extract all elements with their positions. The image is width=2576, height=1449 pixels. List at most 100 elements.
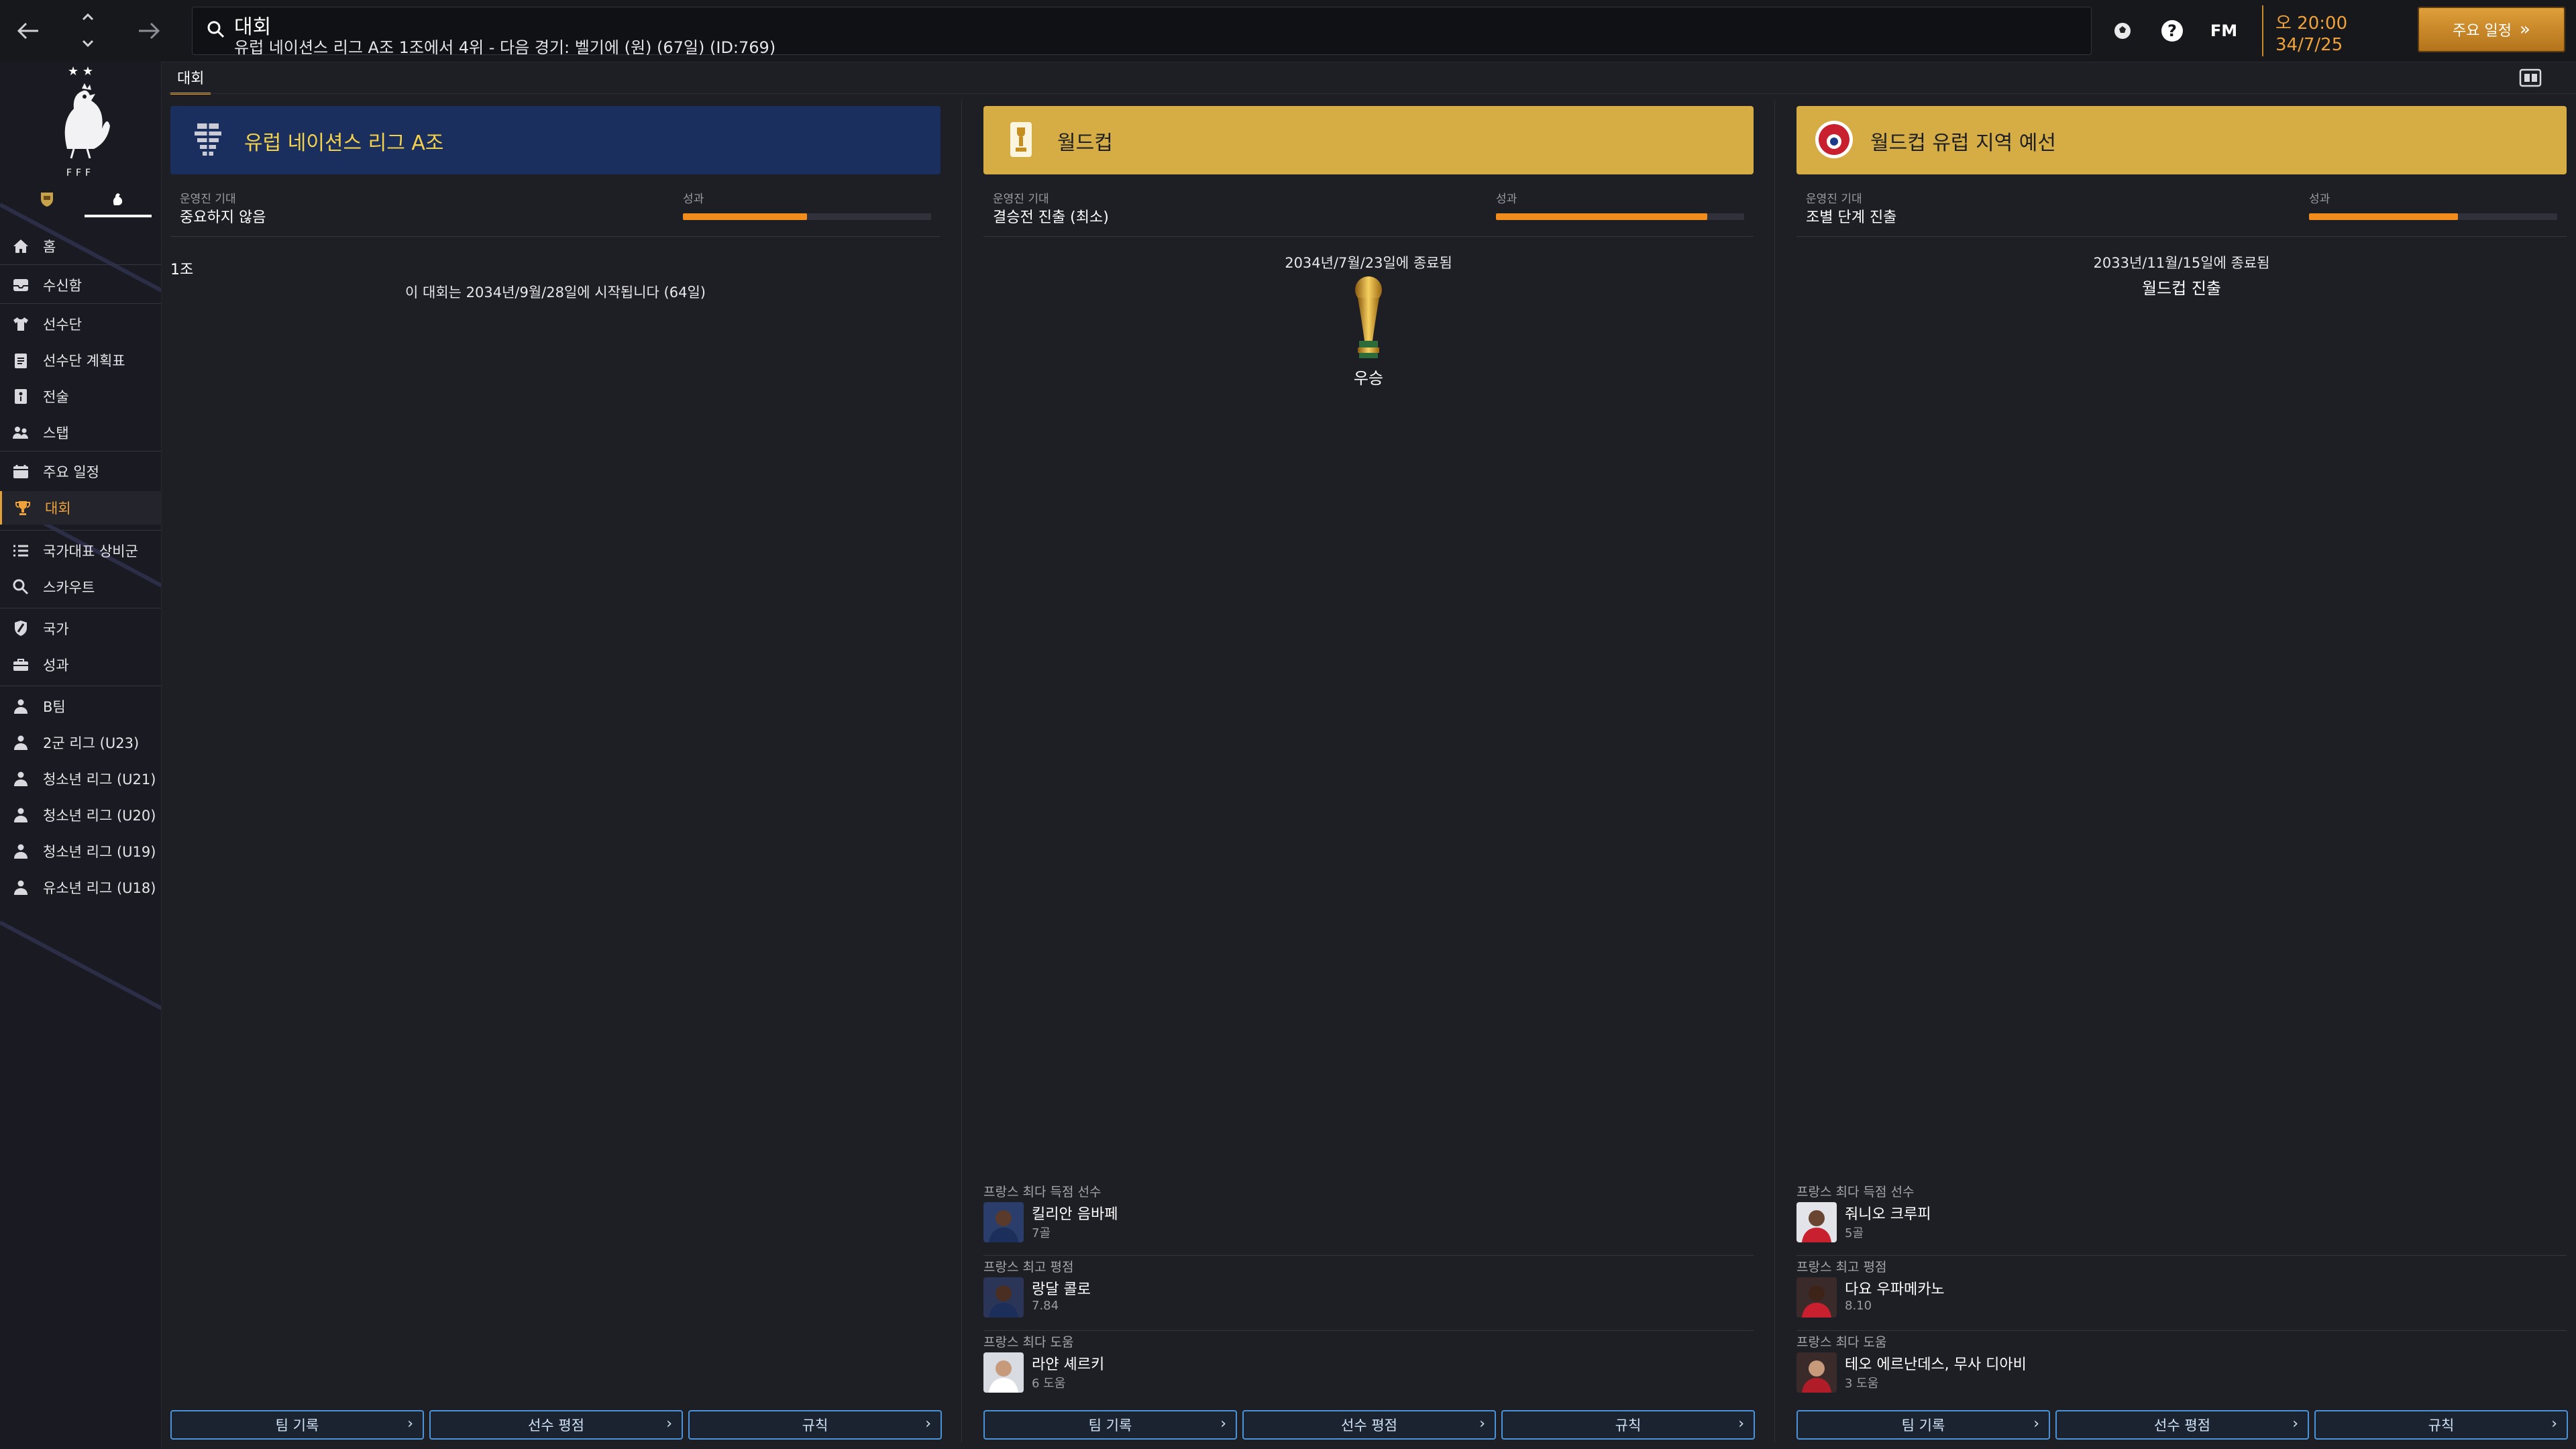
team-icon [11,841,31,861]
sidebar-item-label: 청소년 리그 (U21) [43,771,156,788]
player-name[interactable]: 테오 에르난데스, 무사 디아비 [1845,1356,2027,1373]
continue-button[interactable]: 주요 일정 » [2418,7,2565,52]
top-assists-block[interactable]: 프랑스 최다 도움 라얀 셰르키 6 도움 [983,1332,1754,1406]
top-rating-block[interactable]: 프랑스 최고 평점 다요 우파메카노 8.10 [1796,1257,2567,1331]
button-label: 팀 기록 [275,1417,319,1434]
sidebar-item-label: 국가 [43,621,69,637]
team-records-button[interactable]: 팀 기록 › [1796,1410,2050,1440]
sidebar-item-national-pool[interactable]: 국가대표 상비군 [0,534,161,568]
time-label: 오 20:00 [2275,13,2348,34]
ball-icon [2114,23,2131,39]
stat-value: 7.84 [1032,1299,1059,1313]
top-rating-block[interactable]: 프랑스 최고 평점 랑달 콜로 7.84 [983,1257,1754,1331]
briefcase-icon [11,655,31,675]
sidebar-item-tactics[interactable]: 전술 [0,380,161,413]
rules-button[interactable]: 규칙 › [688,1410,942,1440]
sidebar-item-b-team[interactable]: B팀 [0,690,161,723]
sidebar-item-u19[interactable]: 청소년 리그 (U19) [0,835,161,868]
scout-icon [11,577,31,597]
team-icon [11,805,31,825]
stat-title: 프랑스 최다 득점 선수 [1796,1185,1915,1199]
top-assists-block[interactable]: 프랑스 최다 도움 테오 에르난데스, 무사 디아비 3 도움 [1796,1332,2567,1406]
player-name[interactable]: 줘니오 크루피 [1845,1206,1931,1223]
player-ratings-button[interactable]: 선수 평점 › [2055,1410,2309,1440]
chevron-right-icon: › [1738,1415,1744,1432]
end-date-text: 2034년/7월/23일에 종료됨 [1285,255,1452,271]
player-name[interactable]: 킬리안 음바페 [1032,1206,1118,1223]
view-mode-icon[interactable] [2518,67,2542,89]
fm-menu-button[interactable]: FM [2210,21,2238,40]
back-button[interactable] [13,17,43,44]
ball-button[interactable] [2109,17,2136,44]
sidebar-item-staff[interactable]: 스탭 [0,416,161,449]
player-name[interactable]: 라얀 셰르키 [1032,1356,1105,1373]
sidebar-item-label: 선수단 계획표 [43,353,125,369]
player-name[interactable]: 랑달 콜로 [1032,1281,1091,1298]
competition-header[interactable]: 유럽 네이션스 리그 A조 [170,106,941,174]
sidebar-item-u20[interactable]: 청소년 리그 (U20) [0,798,161,832]
top-bar: 대회 유럽 네이션스 리그 A조 1조에서 4위 - 다음 경기: 벨기에 (원… [0,0,2576,62]
button-label: 선수 평점 [2154,1417,2210,1434]
button-label: 규칙 [802,1417,828,1434]
sidebar-item-inbox[interactable]: 수신함 [0,268,161,302]
top-scorer-block[interactable]: 프랑스 최다 득점 선수 킬리안 음바페 7골 [983,1182,1754,1256]
team-icon [11,769,31,789]
top-scorer-block[interactable]: 프랑스 최다 득점 선수 줘니오 크루피 5골 [1796,1182,2567,1256]
staff-icon [11,423,31,443]
sidebar-item-schedule[interactable]: 주요 일정 [0,455,161,488]
competition-header[interactable]: 월드컵 [983,106,1754,174]
history-up-button[interactable] [79,8,97,25]
stat-value: 7골 [1032,1226,1051,1240]
performance-label: 성과 [1496,193,1517,206]
sidebar-item-u21[interactable]: 청소년 리그 (U21) [0,762,161,796]
chevron-right-icon: › [1479,1415,1485,1432]
expectation-label: 운영진 기대 [1806,193,1862,206]
performance-bar [2309,213,2557,220]
sidebar-item-squad[interactable]: 선수단 [0,307,161,341]
sidebar-item-nation[interactable]: 국가 [0,612,161,645]
sidebar-item-squad-planner[interactable]: 선수단 계획표 [0,343,161,377]
tab-divider [168,93,2576,94]
tab-competitions[interactable]: 대회 [170,66,211,95]
stat-title: 프랑스 최고 평점 [983,1260,1074,1275]
stat-divider [1796,1330,2567,1331]
shield-icon [11,619,31,639]
team-records-button[interactable]: 팀 기록 › [983,1410,1237,1440]
continue-label: 주요 일정 [2453,23,2512,40]
forward-button[interactable] [134,17,164,44]
sidebar-item-label: 주요 일정 [43,464,99,480]
search-subtitle: 유럽 네이션스 리그 A조 1조에서 4위 - 다음 경기: 벨기에 (원) (… [234,38,776,57]
rooster-icon [113,193,123,205]
date-label: 34/7/25 [2275,35,2343,55]
search-bar[interactable]: 대회 유럽 네이션스 리그 A조 1조에서 4위 - 다음 경기: 벨기에 (원… [192,7,2092,57]
national-team-tab[interactable] [85,184,152,217]
club-tab[interactable] [13,184,80,215]
panel-divider [961,101,962,1442]
sidebar-item-home[interactable]: 홈 [0,229,161,263]
sidebar-item-label: 전술 [43,389,69,405]
help-button[interactable]: ? [2159,17,2186,44]
player-name[interactable]: 다요 우파메카노 [1845,1281,1945,1298]
player-ratings-button[interactable]: 선수 평점 › [429,1410,683,1440]
menu-divider [0,264,161,265]
sidebar-item-competitions[interactable]: 대회 [0,491,161,525]
history-down-button[interactable] [79,35,97,52]
sidebar-item-u18[interactable]: 유소년 리그 (U18) [0,871,161,904]
player-avatar [1796,1352,1837,1393]
rules-button[interactable]: 규칙 › [2314,1410,2568,1440]
panel-divider-line [1796,236,2567,237]
player-avatar [983,1277,1024,1318]
stat-divider [983,1330,1754,1331]
stat-divider [983,1255,1754,1256]
team-records-button[interactable]: 팀 기록 › [170,1410,424,1440]
sidebar-item-label: 성과 [43,657,69,674]
rules-button[interactable]: 규칙 › [1501,1410,1755,1440]
trophy-icon [13,498,33,518]
sidebar-item-performance[interactable]: 성과 [0,648,161,682]
expectation-value: 중요하지 않음 [180,209,266,226]
performance-bar [683,213,931,220]
competition-header[interactable]: 월드컵 유럽 지역 예선 [1796,106,2567,174]
player-ratings-button[interactable]: 선수 평점 › [1242,1410,1496,1440]
sidebar-item-u23[interactable]: 2군 리그 (U23) [0,726,161,759]
sidebar-item-scouting[interactable]: 스카우트 [0,570,161,604]
